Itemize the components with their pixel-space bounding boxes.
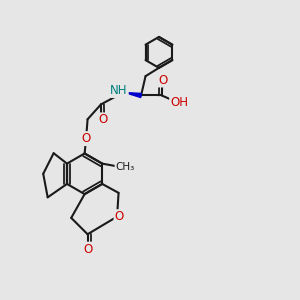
Text: OH: OH <box>170 96 188 110</box>
Text: O: O <box>159 74 168 86</box>
Polygon shape <box>125 92 142 98</box>
Text: NH: NH <box>110 84 128 97</box>
Text: O: O <box>82 132 91 145</box>
Text: O: O <box>83 243 92 256</box>
Text: O: O <box>115 210 124 223</box>
Text: O: O <box>98 113 108 126</box>
Text: CH₃: CH₃ <box>116 162 135 172</box>
Text: NH: NH <box>110 84 128 97</box>
